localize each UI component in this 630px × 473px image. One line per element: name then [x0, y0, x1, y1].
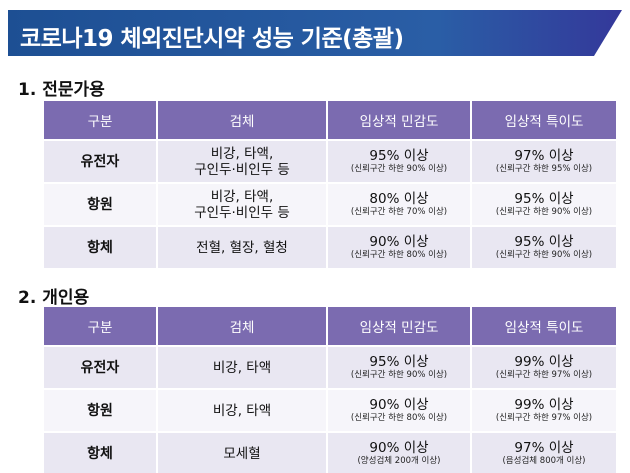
specimen-line: 비강, 타액, [210, 188, 274, 205]
title-banner: 코로나19 체외진단시약 성능 기준(총괄) [8, 10, 622, 56]
row-category: 항체 [44, 227, 156, 268]
row-sensitivity: 95% 이상 (신뢰구간 하한 90% 이상) [328, 141, 470, 182]
section-heading-professional: 1. 전문가용 [18, 80, 105, 100]
sensitivity-value: 90% 이상 [369, 440, 429, 456]
specimen-line: 구인두·비인두 등 [194, 161, 290, 178]
row-category: 항원 [44, 390, 156, 431]
header-specificity: 임상적 특이도 [472, 307, 616, 345]
header-specimen: 검체 [158, 307, 326, 345]
specificity-note: (신뢰구간 하한 90% 이상) [495, 250, 593, 260]
sensitivity-note: (신뢰구간 하한 80% 이상) [350, 250, 448, 260]
personal-spec-table: 구분 검체 임상적 민감도 임상적 특이도 유전자 비강, 타액 95% 이상 … [42, 305, 618, 473]
table-row: 항원 비강, 타액, 구인두·비인두 등 80% 이상 (신뢰구간 하한 70%… [44, 184, 616, 225]
row-sensitivity: 95% 이상 (신뢰구간 하한 90% 이상) [328, 347, 470, 388]
row-category: 유전자 [44, 347, 156, 388]
row-specificity: 97% 이상 (신뢰구간 하한 95% 이상) [472, 141, 616, 182]
row-specimen: 비강, 타액, 구인두·비인두 등 [158, 141, 326, 182]
table-header-row: 구분 검체 임상적 민감도 임상적 특이도 [44, 307, 616, 345]
specificity-note: (신뢰구간 하한 97% 이상) [495, 413, 593, 423]
row-specimen: 비강, 타액 [158, 390, 326, 431]
row-specimen: 비강, 타액 [158, 347, 326, 388]
sensitivity-value: 90% 이상 [369, 397, 429, 413]
row-category: 유전자 [44, 141, 156, 182]
table-row: 항체 전혈, 혈장, 혈청 90% 이상 (신뢰구간 하한 80% 이상) 95… [44, 227, 616, 268]
table-row: 항체 모세혈 90% 이상 (양성검체 200개 이상) 97% 이상 (음성검… [44, 433, 616, 473]
specificity-value: 97% 이상 [514, 440, 574, 456]
specimen-line: 비강, 타액 [212, 402, 272, 419]
table-row: 유전자 비강, 타액, 구인두·비인두 등 95% 이상 (신뢰구간 하한 90… [44, 141, 616, 182]
header-sensitivity: 임상적 민감도 [328, 307, 470, 345]
row-sensitivity: 90% 이상 (신뢰구간 하한 80% 이상) [328, 227, 470, 268]
sensitivity-note: (신뢰구간 하한 70% 이상) [350, 207, 448, 217]
row-specimen: 모세혈 [158, 433, 326, 473]
header-sensitivity: 임상적 민감도 [328, 101, 470, 139]
table-row: 항원 비강, 타액 90% 이상 (신뢰구간 하한 80% 이상) 99% 이상… [44, 390, 616, 431]
sensitivity-note: (신뢰구간 하한 80% 이상) [350, 413, 448, 423]
row-sensitivity: 90% 이상 (양성검체 200개 이상) [328, 433, 470, 473]
table-header-row: 구분 검체 임상적 민감도 임상적 특이도 [44, 101, 616, 139]
header-category: 구분 [44, 101, 156, 139]
header-specificity: 임상적 특이도 [472, 101, 616, 139]
header-category: 구분 [44, 307, 156, 345]
sensitivity-value: 80% 이상 [369, 191, 429, 207]
row-category: 항원 [44, 184, 156, 225]
header-specimen: 검체 [158, 101, 326, 139]
specificity-note: (신뢰구간 하한 90% 이상) [495, 207, 593, 217]
specificity-note: (신뢰구간 하한 97% 이상) [495, 370, 593, 380]
row-specificity: 97% 이상 (음성검체 800개 이상) [472, 433, 616, 473]
professional-spec-table: 구분 검체 임상적 민감도 임상적 특이도 유전자 비강, 타액, 구인두·비인… [42, 99, 618, 270]
row-specificity: 95% 이상 (신뢰구간 하한 90% 이상) [472, 184, 616, 225]
row-sensitivity: 80% 이상 (신뢰구간 하한 70% 이상) [328, 184, 470, 225]
sensitivity-note: (신뢰구간 하한 90% 이상) [350, 164, 448, 174]
specificity-value: 99% 이상 [514, 397, 574, 413]
specimen-line: 구인두·비인두 등 [194, 204, 290, 221]
sensitivity-note: (양성검체 200개 이상) [357, 456, 441, 466]
row-category: 항체 [44, 433, 156, 473]
sensitivity-value: 95% 이상 [369, 148, 429, 164]
sensitivity-value: 90% 이상 [369, 234, 429, 250]
specificity-value: 95% 이상 [514, 191, 574, 207]
specimen-line: 전혈, 혈장, 혈청 [196, 239, 288, 256]
row-specimen: 비강, 타액, 구인두·비인두 등 [158, 184, 326, 225]
section-heading-personal: 2. 개인용 [18, 288, 90, 308]
row-specificity: 99% 이상 (신뢰구간 하한 97% 이상) [472, 390, 616, 431]
table-row: 유전자 비강, 타액 95% 이상 (신뢰구간 하한 90% 이상) 99% 이… [44, 347, 616, 388]
specimen-line: 모세혈 [223, 445, 261, 462]
specimen-line: 비강, 타액, [210, 145, 274, 162]
specificity-value: 95% 이상 [514, 234, 574, 250]
row-sensitivity: 90% 이상 (신뢰구간 하한 80% 이상) [328, 390, 470, 431]
sensitivity-value: 95% 이상 [369, 354, 429, 370]
specificity-note: (신뢰구간 하한 95% 이상) [495, 164, 593, 174]
row-specificity: 95% 이상 (신뢰구간 하한 90% 이상) [472, 227, 616, 268]
sensitivity-note: (신뢰구간 하한 90% 이상) [350, 370, 448, 380]
specificity-value: 97% 이상 [514, 148, 574, 164]
page-title: 코로나19 체외진단시약 성능 기준(총괄) [20, 26, 404, 52]
specificity-value: 99% 이상 [514, 354, 574, 370]
specimen-line: 비강, 타액 [212, 359, 272, 376]
row-specificity: 99% 이상 (신뢰구간 하한 97% 이상) [472, 347, 616, 388]
row-specimen: 전혈, 혈장, 혈청 [158, 227, 326, 268]
specificity-note: (음성검체 800개 이상) [502, 456, 586, 466]
